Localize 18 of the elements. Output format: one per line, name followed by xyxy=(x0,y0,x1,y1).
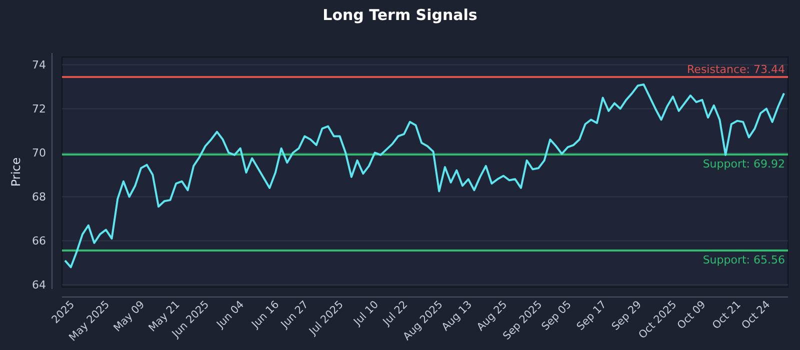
line-series xyxy=(64,84,785,268)
y-tick-label: 70 xyxy=(32,146,46,160)
ref-line-label: Support: 65.56 xyxy=(702,253,785,266)
x-tick-label: Oct 09 xyxy=(675,298,708,332)
y-tick-label: 68 xyxy=(32,190,46,204)
ref-line-label: Support: 69.92 xyxy=(702,158,785,170)
ref-line-label: Resistance: 73.44 xyxy=(687,63,785,76)
x-tick-label: Sep 05 xyxy=(540,298,574,333)
y-tick-label: 74 xyxy=(32,58,46,72)
chart-title: Long Term Signals xyxy=(322,6,478,24)
x-tick-label: Sep 17 xyxy=(574,298,609,333)
y-axis-title: Price xyxy=(9,157,23,187)
y-tick-label: 64 xyxy=(32,278,46,292)
y-tick-label: 72 xyxy=(32,102,46,116)
x-tick-label: Jun 04 xyxy=(214,298,247,332)
y-tick-label: 66 xyxy=(32,234,46,248)
x-tick-label: Jul 22 xyxy=(380,298,410,329)
x-tick-label: Jul 10 xyxy=(350,298,381,329)
